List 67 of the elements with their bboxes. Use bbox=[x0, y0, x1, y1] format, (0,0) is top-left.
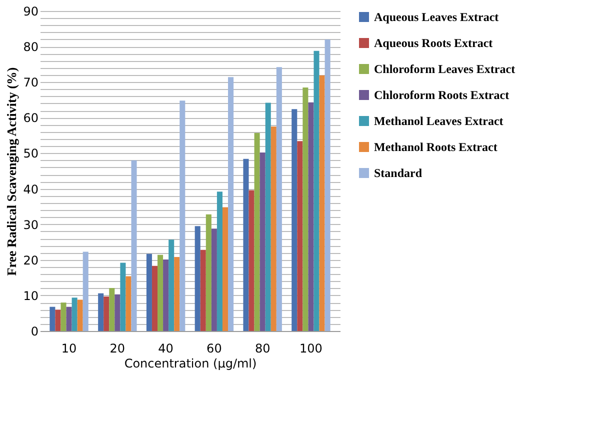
y-tick-label: 60 bbox=[23, 111, 38, 126]
y-tick-label: 10 bbox=[23, 288, 38, 303]
bar bbox=[158, 254, 164, 331]
bar bbox=[55, 310, 61, 331]
y-tick-label: 0 bbox=[30, 324, 38, 338]
bar bbox=[120, 262, 126, 331]
bar bbox=[72, 298, 78, 331]
bar bbox=[260, 152, 266, 331]
bar bbox=[319, 75, 325, 331]
bar bbox=[254, 132, 260, 331]
legend-label: Chloroform Roots Extract bbox=[374, 88, 510, 102]
x-tick-label: 100 bbox=[300, 342, 322, 356]
bar bbox=[109, 288, 115, 331]
bar bbox=[114, 294, 120, 331]
bar bbox=[314, 50, 320, 331]
bar bbox=[126, 276, 132, 331]
bar bbox=[77, 300, 83, 331]
x-tick-label: 10 bbox=[61, 342, 77, 356]
bar bbox=[243, 158, 249, 331]
x-tick-label: 80 bbox=[254, 342, 270, 356]
x-tick-label: 20 bbox=[110, 342, 126, 356]
bar bbox=[200, 250, 206, 331]
x-tick-label: 60 bbox=[206, 342, 222, 356]
legend-label: Chloroform Leaves Extract bbox=[374, 62, 516, 76]
legend-label: Aqueous Roots Extract bbox=[374, 36, 493, 50]
x-tick-label: 40 bbox=[158, 342, 174, 356]
legend-label: Methanol Roots Extract bbox=[374, 140, 498, 154]
bar bbox=[60, 302, 66, 331]
bar bbox=[50, 306, 56, 331]
bar bbox=[228, 77, 234, 331]
bar bbox=[168, 240, 174, 331]
bar bbox=[270, 126, 276, 331]
legend-label: Aqueous Leaves Extract bbox=[374, 10, 499, 24]
bar bbox=[248, 190, 254, 331]
bar bbox=[297, 141, 303, 331]
bar bbox=[163, 260, 169, 331]
bar bbox=[211, 228, 217, 331]
bar bbox=[216, 192, 222, 331]
bar bbox=[265, 102, 271, 331]
bar bbox=[146, 254, 152, 331]
bar bbox=[98, 293, 104, 331]
y-tick-label: 40 bbox=[23, 182, 38, 196]
bar bbox=[174, 257, 180, 331]
y-axis-title: Free Radical Scavenging Activity (%) bbox=[4, 67, 20, 276]
bar bbox=[308, 102, 314, 331]
bar bbox=[324, 39, 330, 331]
bar bbox=[222, 207, 228, 331]
bar bbox=[152, 266, 158, 331]
bar bbox=[82, 252, 88, 331]
bar bbox=[206, 214, 212, 331]
bar bbox=[302, 87, 308, 331]
x-axis-title: Concentration (µg/ml) bbox=[124, 356, 257, 370]
bar bbox=[276, 67, 282, 331]
y-tick-label: 70 bbox=[23, 76, 38, 90]
y-tick-label: 30 bbox=[23, 218, 38, 232]
bar bbox=[66, 306, 72, 331]
bar bbox=[180, 100, 186, 331]
y-tick-label: 20 bbox=[23, 253, 38, 268]
bar bbox=[292, 109, 298, 331]
bar bbox=[194, 226, 200, 331]
y-tick-label: 90 bbox=[23, 4, 38, 18]
legend-label: Methanol Leaves Extract bbox=[374, 114, 504, 128]
bar bbox=[104, 296, 110, 331]
legend-label: Standard bbox=[374, 166, 422, 180]
bar bbox=[131, 160, 137, 331]
y-tick-label: 50 bbox=[23, 146, 38, 161]
y-tick-label: 80 bbox=[23, 40, 38, 54]
